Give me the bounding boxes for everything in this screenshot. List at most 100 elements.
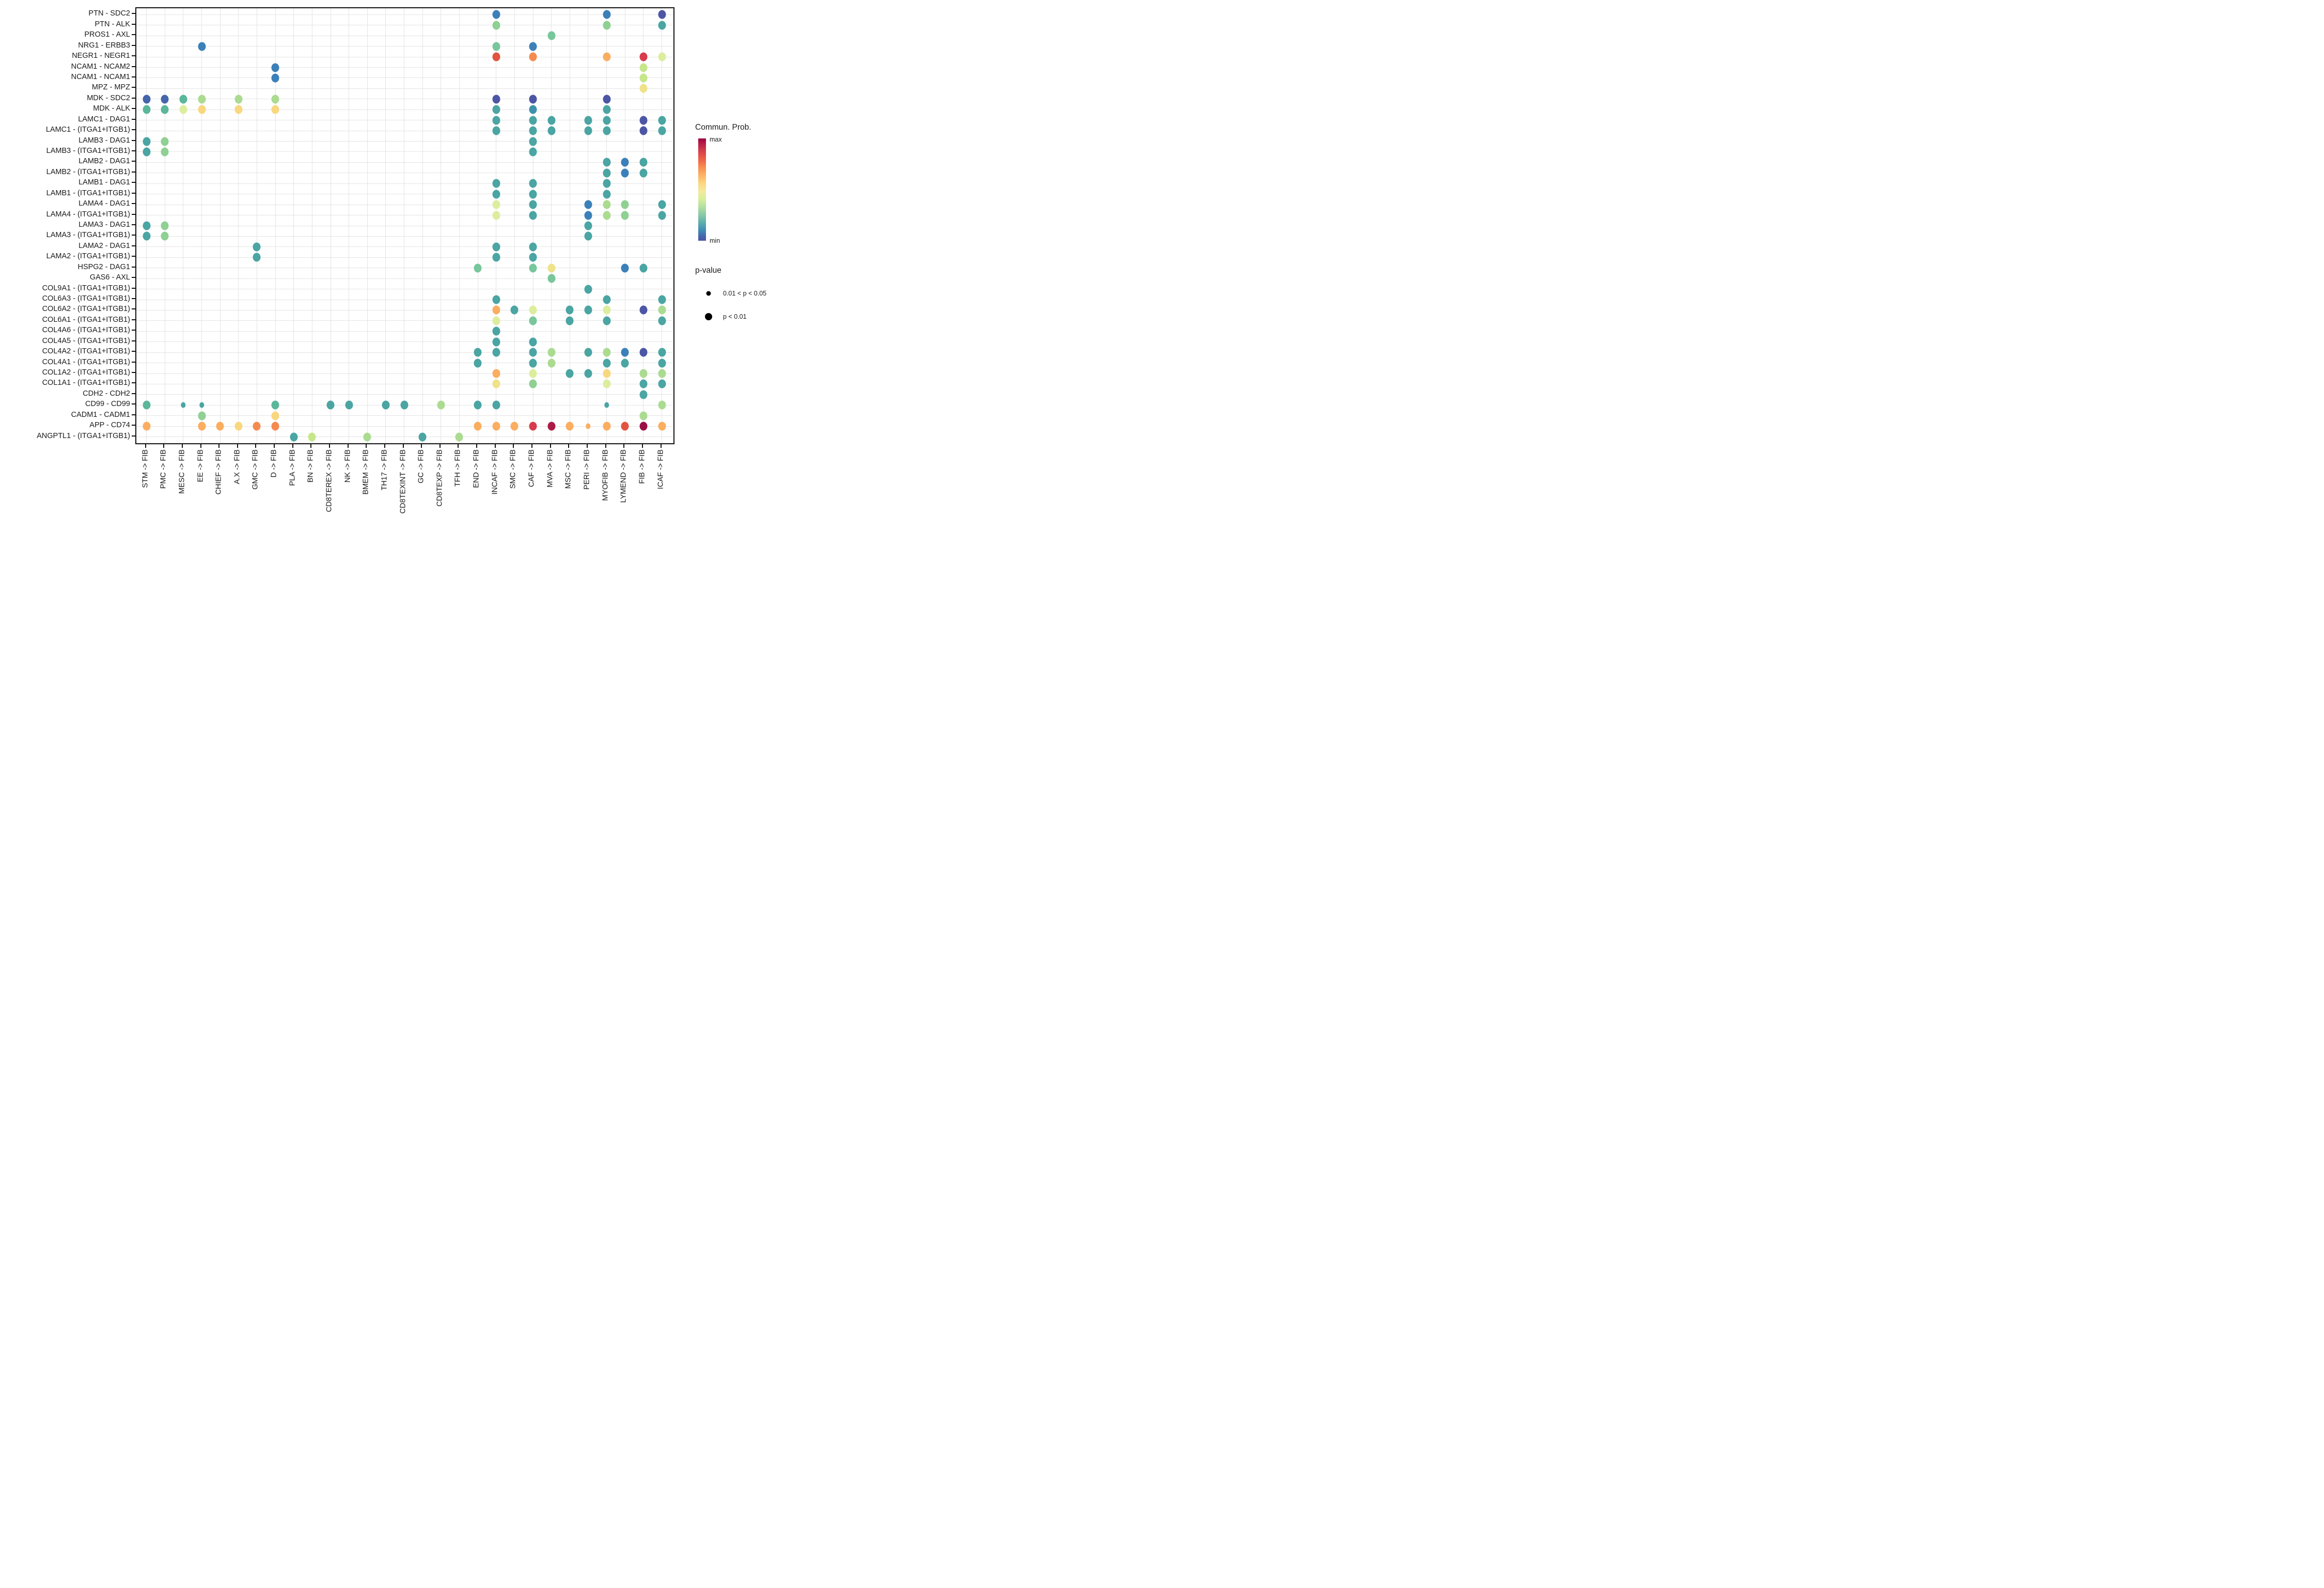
data-dot [584,305,592,315]
x-axis-tick [310,444,312,448]
data-dot [492,95,500,104]
y-axis-tick [132,340,135,341]
gridline-horizontal [136,426,673,427]
y-axis-tick [132,150,135,151]
data-dot [529,105,537,114]
data-dot [639,168,648,178]
data-dot [455,432,463,442]
data-dot [492,305,500,315]
data-dot [639,390,648,399]
data-dot [510,305,519,315]
data-dot [603,21,611,30]
data-dot [529,305,537,315]
data-dot [584,231,592,241]
y-axis-label: COL4A2 - (ITGA1+ITGB1) [42,347,130,356]
data-dot [198,422,206,431]
data-dot [198,95,206,104]
y-axis-label: COL6A3 - (ITGA1+ITGB1) [42,294,130,303]
x-axis-tick [402,444,404,448]
gridline-horizontal [136,415,673,416]
data-dot [492,337,500,347]
data-dot [603,10,611,19]
data-dot [253,242,261,252]
data-dot [547,348,556,357]
gridline-horizontal [136,331,673,332]
y-axis-tick [132,351,135,352]
data-dot [603,305,611,315]
data-dot [658,52,666,61]
cellchat-bubble-plot: Commun. Prob. max min p-value 0.01 < p <… [0,0,775,530]
gridline-horizontal [136,88,673,89]
pvalue-large-label: p < 0.01 [723,313,747,320]
data-dot [658,200,666,209]
y-axis-label: PROS1 - AXL [84,30,130,39]
y-axis-label: COL6A2 - (ITGA1+ITGB1) [42,305,130,314]
data-dot [584,200,592,209]
x-axis-tick [163,444,165,448]
data-dot [529,211,537,220]
data-dot [658,400,666,410]
data-dot [345,400,353,410]
data-dot [621,422,629,431]
data-dot [198,411,206,421]
data-dot [271,63,279,72]
data-dot [584,211,592,220]
data-dot [639,348,648,357]
data-dot [492,326,500,336]
data-dot [143,422,151,431]
data-dot [603,168,611,178]
data-dot [474,400,482,410]
data-dot [547,126,556,135]
data-dot [658,316,666,325]
y-axis-tick [132,161,135,162]
data-dot [603,116,611,125]
data-dot [603,359,611,368]
data-dot [143,137,151,146]
data-dot [143,221,151,230]
x-axis-tick [623,444,625,448]
y-axis-label: LAMB3 - DAG1 [78,136,130,145]
x-axis-tick [329,444,330,448]
data-dot [179,105,187,114]
x-axis-tick [347,444,349,448]
y-axis-label: COL4A1 - (ITGA1+ITGB1) [42,357,130,366]
data-dot [529,242,537,252]
data-dot [529,369,537,378]
data-dot [474,263,482,273]
data-dot [639,63,648,72]
x-axis-tick [641,444,643,448]
x-axis-tick [421,444,422,448]
data-dot [603,316,611,325]
gridline-horizontal [136,14,673,15]
y-axis-tick [132,97,135,99]
data-dot [586,423,591,429]
gridline-horizontal [136,257,673,258]
data-dot [529,263,537,273]
data-dot [566,422,574,431]
data-dot [271,105,279,114]
y-axis-label: LAMB3 - (ITGA1+ITGB1) [46,146,130,155]
y-axis-label: LAMB1 - (ITGA1+ITGB1) [46,189,130,197]
y-axis-tick [132,55,135,57]
x-axis-tick [274,444,275,448]
y-axis-tick [132,256,135,257]
data-dot [492,242,500,252]
x-axis-tick [458,444,459,448]
data-dot [584,285,592,294]
data-dot [492,42,500,51]
y-axis-tick [132,23,135,25]
y-axis-tick [132,203,135,205]
data-dot [271,95,279,104]
y-axis-label: CADM1 - CADM1 [71,410,130,419]
x-axis-tick [145,444,146,448]
data-dot [584,348,592,357]
data-dot [529,137,537,146]
data-dot [603,211,611,220]
data-dot [658,21,666,30]
data-dot [198,105,206,114]
gridline-horizontal [136,77,673,79]
data-dot [492,116,500,125]
data-dot [529,179,537,188]
data-dot [639,116,648,125]
data-dot [529,337,537,347]
